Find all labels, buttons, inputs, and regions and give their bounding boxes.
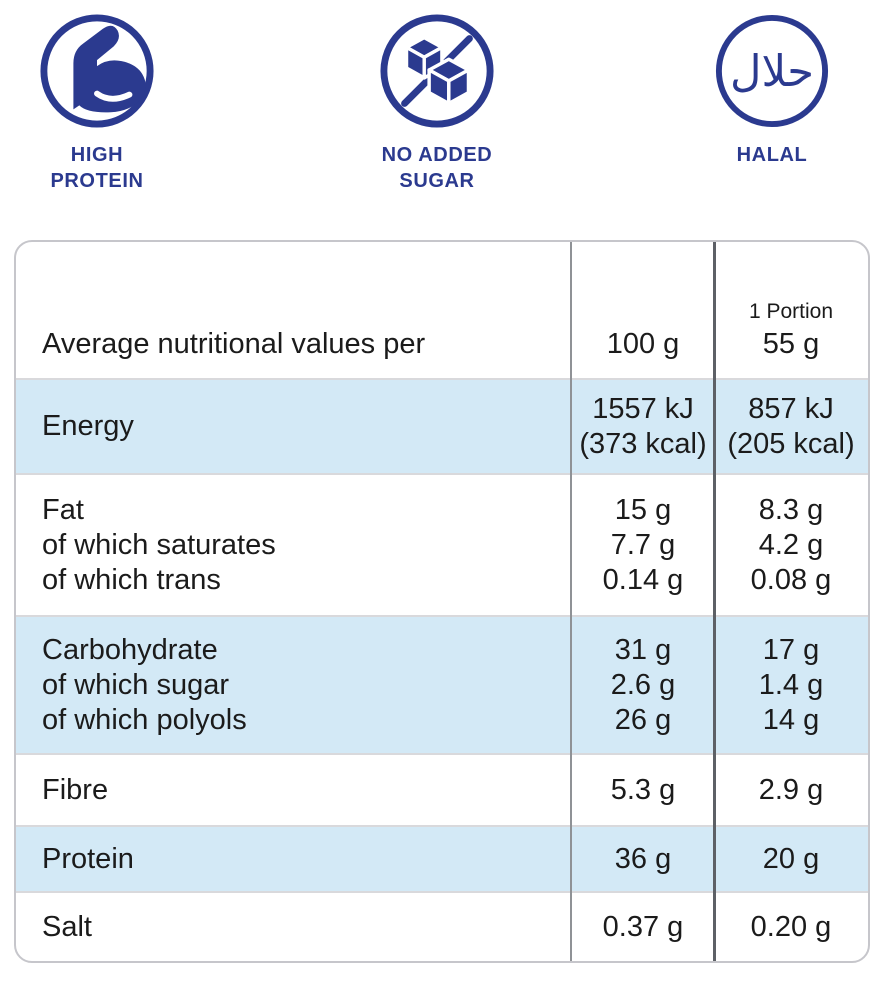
value-per-portion: 14 g: [762, 703, 820, 736]
value-per-100g: 0.14 g: [602, 563, 684, 596]
badge-no-added-sugar: NO ADDED SUGAR: [322, 12, 552, 194]
nutrient-label: Fat: [42, 493, 84, 526]
claims-badges-row: HIGH PROTEIN NO ADDED SUGAR حلال: [0, 0, 884, 240]
no-added-sugar-icon: [380, 14, 494, 128]
value-per-portion: 0.20 g: [750, 910, 832, 943]
badge-label-line: NO ADDED: [381, 144, 493, 166]
nutrient-label: Protein: [42, 842, 134, 875]
header-per-100g: 100 g: [606, 328, 680, 360]
nutrient-label: Salt: [42, 910, 92, 943]
header-portion-weight: 55 g: [762, 328, 820, 360]
column-divider: [570, 242, 572, 961]
table-row-fibre: Fibre 5.3 g 2.9 g: [16, 753, 868, 825]
nutrient-sublabel: of which trans: [42, 563, 221, 596]
badge-label-line: HIGH: [70, 144, 124, 166]
table-row-energy: Energy 1557 kJ (373 kcal) 857 kJ (205 kc…: [16, 378, 868, 473]
muscle-arm-icon: [40, 14, 154, 128]
halal-icon: حلال: [715, 14, 829, 128]
value-per-100g: 5.3 g: [610, 773, 676, 806]
badge-label-line: SUGAR: [399, 170, 475, 192]
nutrient-sublabel: of which saturates: [42, 528, 276, 561]
nutrition-table: Average nutritional values per 100 g 1 P…: [14, 240, 870, 963]
value-per-100g: 7.7 g: [610, 528, 676, 561]
value-per-100g: 2.6 g: [610, 668, 676, 701]
nutrient-label: Fibre: [42, 773, 109, 806]
table-row-fat: Fat of which saturates of which trans 15…: [16, 473, 868, 615]
value-per-portion: 1.4 g: [758, 668, 824, 701]
value-per-100g: 0.37 g: [602, 910, 684, 943]
value-per-portion: 857 kJ: [748, 392, 834, 425]
value-per-portion: 8.3 g: [758, 493, 824, 526]
badge-label: NO ADDED SUGAR: [382, 142, 493, 194]
nutrient-label: Energy: [42, 410, 134, 442]
column-divider: [713, 242, 716, 961]
table-row-protein: Protein 36 g 20 g: [16, 825, 868, 891]
value-per-portion: (205 kcal): [727, 427, 855, 460]
nutrient-sublabel: of which sugar: [42, 668, 229, 701]
value-per-100g: 1557 kJ: [592, 392, 694, 425]
badge-high-protein: HIGH PROTEIN: [0, 12, 212, 194]
header-per-portion: 1 Portion 55 g: [714, 300, 868, 362]
value-per-portion: 0.08 g: [750, 563, 832, 596]
value-per-portion: 4.2 g: [758, 528, 824, 561]
value-per-portion: 2.9 g: [758, 773, 824, 806]
nutrient-sublabel: of which polyols: [42, 703, 247, 736]
badge-label-line: HALAL: [736, 144, 808, 166]
badge-halal: حلال HALAL: [657, 12, 884, 168]
header-label: Average nutritional values per: [42, 328, 426, 360]
table-row-salt: Salt 0.37 g 0.20 g: [16, 891, 868, 961]
value-per-100g: 15 g: [614, 493, 672, 526]
value-per-100g: 36 g: [614, 842, 672, 875]
value-per-100g: (373 kcal): [579, 427, 707, 460]
table-header-row: Average nutritional values per 100 g 1 P…: [16, 242, 868, 378]
halal-arabic-text: حلال: [730, 47, 814, 97]
value-per-100g: 31 g: [614, 633, 672, 666]
badge-label-line: PROTEIN: [50, 170, 144, 192]
value-per-100g: 26 g: [614, 703, 672, 736]
header-portion-count: 1 Portion: [748, 300, 834, 323]
table-row-carbohydrate: Carbohydrate of which sugar of which pol…: [16, 615, 868, 753]
badge-label: HIGH PROTEIN: [50, 142, 143, 194]
value-per-portion: 20 g: [762, 842, 820, 875]
badge-label: HALAL: [737, 142, 808, 168]
value-per-portion: 17 g: [762, 633, 820, 666]
nutrient-label: Carbohydrate: [42, 633, 218, 666]
